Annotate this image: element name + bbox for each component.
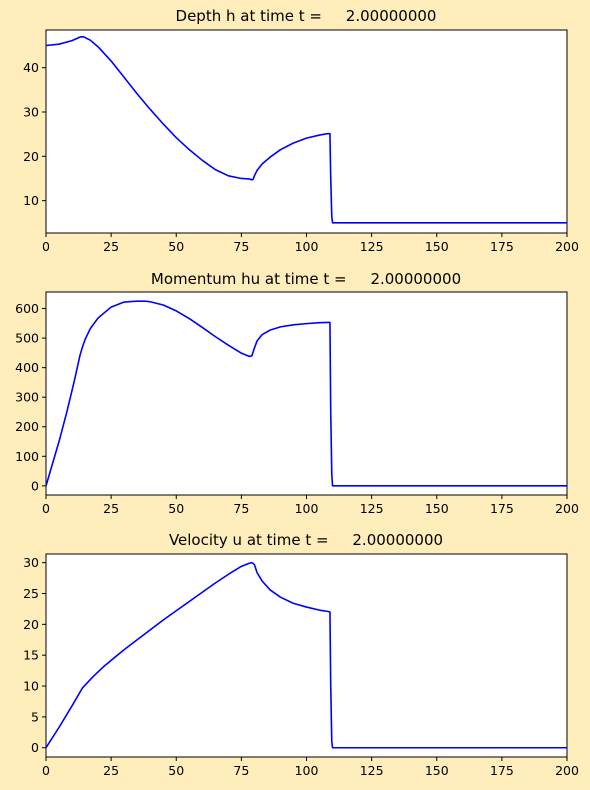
- x-tick-label-depth-0: 0: [42, 239, 50, 254]
- x-tick-label-velocity-4: 100: [295, 763, 319, 778]
- x-tick-label-velocity-7: 175: [490, 763, 514, 778]
- panel-depth: Depth h at time t = 2.00000000 0 25 50 75 10…: [23, 7, 579, 254]
- x-tick-label-momentum-8: 200: [555, 501, 579, 516]
- chart-title-depth: Depth h at time t = 2.00000000: [176, 7, 437, 25]
- x-tick-label-depth-3: 75: [233, 239, 249, 254]
- x-tick-label-momentum-5: 125: [360, 501, 384, 516]
- x-axis-momentum: 0 25 50 75 100 125 150 175 200: [42, 495, 579, 516]
- y-tick-label-depth-2: 30: [23, 104, 39, 119]
- x-tick-label-velocity-8: 200: [555, 763, 579, 778]
- chart-title-momentum: Momentum hu at time t = 2.00000000: [151, 270, 461, 288]
- y-axis-depth: 10 20 30 40: [23, 60, 46, 208]
- x-tick-label-momentum-7: 175: [490, 501, 514, 516]
- x-tick-label-velocity-2: 50: [168, 763, 184, 778]
- x-tick-label-velocity-0: 0: [42, 763, 50, 778]
- x-tick-label-depth-6: 150: [425, 239, 449, 254]
- chart-title-velocity: Velocity u at time t = 2.00000000: [169, 531, 443, 549]
- x-tick-label-depth-2: 50: [168, 239, 184, 254]
- y-tick-label-momentum-2: 200: [15, 419, 39, 434]
- y-tick-label-momentum-3: 300: [15, 390, 39, 405]
- x-axis-velocity: 0 25 50 75 100 125 150 175 200: [42, 757, 579, 778]
- y-tick-label-depth-3: 40: [23, 60, 39, 75]
- x-tick-label-depth-8: 200: [555, 239, 579, 254]
- y-tick-label-momentum-0: 0: [31, 478, 39, 493]
- series-line-momentum: [45, 300, 567, 487]
- y-tick-label-velocity-4: 20: [23, 617, 39, 632]
- y-tick-label-velocity-2: 10: [23, 679, 39, 694]
- panel-velocity: Velocity u at time t = 2.00000000 0 25 50 7…: [23, 531, 579, 778]
- y-tick-label-momentum-5: 500: [15, 331, 39, 346]
- y-tick-label-velocity-3: 15: [23, 648, 39, 663]
- x-tick-label-velocity-1: 25: [103, 763, 119, 778]
- x-tick-label-depth-4: 100: [295, 239, 319, 254]
- x-tick-label-momentum-6: 150: [425, 501, 449, 516]
- y-tick-label-velocity-0: 0: [31, 740, 39, 755]
- y-tick-label-velocity-1: 5: [31, 709, 39, 724]
- y-tick-label-momentum-4: 400: [15, 360, 39, 375]
- plot-area-momentum: [45, 291, 568, 496]
- x-tick-label-momentum-2: 50: [168, 501, 184, 516]
- y-tick-label-depth-0: 10: [23, 193, 39, 208]
- panel-momentum: Momentum hu at time t = 2.00000000 0 25 50…: [15, 270, 579, 516]
- y-axis-momentum: 0 100 200 300 400 500 600: [15, 301, 46, 493]
- x-tick-label-velocity-3: 75: [233, 763, 249, 778]
- x-axis-depth: 0 25 50 75 100 125 150 175 200: [42, 233, 579, 254]
- x-tick-label-momentum-3: 75: [233, 501, 249, 516]
- series-line-depth: [45, 35, 567, 224]
- x-tick-label-velocity-5: 125: [360, 763, 384, 778]
- y-tick-label-momentum-1: 100: [15, 449, 39, 464]
- y-axis-velocity: 0 5 10 15 20 25 30: [23, 555, 46, 755]
- y-tick-label-depth-1: 20: [23, 149, 39, 164]
- x-tick-label-depth-1: 25: [103, 239, 119, 254]
- plot-area-velocity: [45, 553, 568, 758]
- x-tick-label-momentum-4: 100: [295, 501, 319, 516]
- y-tick-label-momentum-6: 600: [15, 301, 39, 316]
- plot-area-depth: [45, 29, 568, 234]
- x-tick-label-momentum-0: 0: [42, 501, 50, 516]
- x-tick-label-momentum-1: 25: [103, 501, 119, 516]
- y-tick-label-velocity-6: 30: [23, 555, 39, 570]
- x-tick-label-velocity-6: 150: [425, 763, 449, 778]
- x-tick-label-depth-7: 175: [490, 239, 514, 254]
- y-tick-label-velocity-5: 25: [23, 586, 39, 601]
- x-tick-label-depth-5: 125: [360, 239, 384, 254]
- series-line-velocity: [45, 561, 567, 749]
